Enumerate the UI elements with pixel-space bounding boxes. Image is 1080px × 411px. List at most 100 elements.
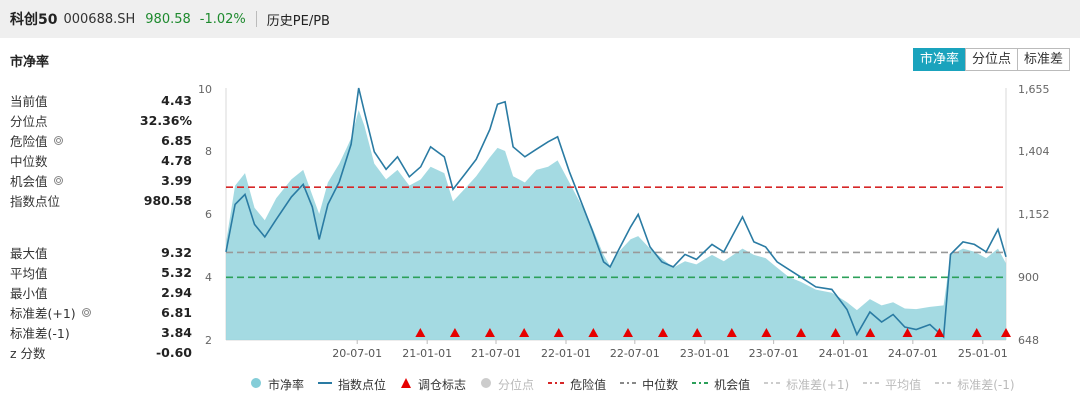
- stat-row: 中位数 4.78: [10, 150, 192, 170]
- legend-item[interactable]: 指数点位: [318, 376, 386, 393]
- left-axis-tick-label: 4: [205, 271, 212, 284]
- legend-item[interactable]: 市净率: [250, 376, 304, 393]
- stat-row: 机会值 3.99: [10, 170, 192, 190]
- legend-dot-icon: [250, 377, 262, 392]
- rebalance-marker: [449, 328, 460, 337]
- stat-label: z 分数: [10, 343, 46, 362]
- stat-label: 最大值: [10, 243, 48, 262]
- metric-title: 市净率: [10, 55, 50, 70]
- stat-label: 分位点: [10, 111, 48, 130]
- stat-label-text: 最大值: [10, 245, 48, 261]
- legend-label: 标准差(+1): [786, 377, 850, 392]
- x-axis-tick-label: 25-01-01: [958, 347, 1008, 360]
- index-name: 科创50: [10, 12, 58, 28]
- legend-label: 分位点: [498, 377, 535, 392]
- stat-row: 标准差(-1) 3.84: [10, 322, 192, 342]
- rebalance-marker: [726, 328, 737, 337]
- stat-label: 指数点位: [10, 191, 60, 210]
- rebalance-marker: [934, 328, 945, 337]
- x-axis-tick-label: 22-07-01: [610, 347, 660, 360]
- stat-value: 980.58: [143, 192, 192, 208]
- left-axis-tick-label: 2: [205, 334, 212, 347]
- stat-label-text: z 分数: [10, 345, 46, 361]
- right-axis-tick-label: 1,152: [1018, 208, 1050, 221]
- stat-value: 2.94: [161, 284, 192, 300]
- stat-label: 标准差(-1): [10, 323, 70, 342]
- legend-label: 平均值: [885, 377, 922, 392]
- legend-dash-icon: [863, 377, 880, 392]
- stat-label-text: 平均值: [10, 265, 48, 281]
- legend-dot-icon: [480, 377, 492, 392]
- stat-value: 9.32: [161, 244, 192, 260]
- view-tabs: 市净率 分位点 标准差: [913, 48, 1071, 71]
- stat-label: 当前值: [10, 91, 48, 110]
- stat-row: 标准差(+1) 6.81: [10, 302, 192, 322]
- stat-label-text: 中位数: [10, 153, 48, 169]
- legend-label: 标准差(-1): [957, 377, 1015, 392]
- rebalance-marker: [1001, 328, 1011, 337]
- right-axis-tick-label: 1,404: [1018, 145, 1050, 158]
- legend-triangle-icon: [400, 377, 412, 392]
- stat-label: 中位数: [10, 151, 48, 170]
- stat-row: 分位点 32.36%: [10, 110, 192, 130]
- stats-bottom: 最大值 9.32 平均值 5.32 最小值 2.94 标准差(+1) 6.81 标准差(-1) 3…: [10, 242, 192, 362]
- rebalance-marker: [761, 328, 772, 337]
- rebalance-marker: [484, 328, 495, 337]
- stat-row: 指数点位 980.58: [10, 190, 192, 210]
- x-axis-tick-label: 24-01-01: [819, 347, 869, 360]
- legend-item[interactable]: 调仓标志: [400, 376, 466, 393]
- rebalance-marker: [971, 328, 982, 337]
- stat-label-text: 最小值: [10, 285, 48, 301]
- stat-label-text: 标准差(-1): [10, 325, 70, 341]
- x-axis-tick-label: 21-07-01: [471, 347, 521, 360]
- x-axis-tick-label: 21-01-01: [402, 347, 452, 360]
- legend-dash-icon: [692, 377, 709, 392]
- legend-item[interactable]: 标准差(-1): [935, 376, 1015, 393]
- legend-line-icon: [318, 377, 333, 392]
- legend-label: 调仓标志: [418, 377, 467, 392]
- stat-value: 32.36%: [139, 112, 192, 128]
- history-pe-pb-tab[interactable]: 历史PE/PB: [266, 13, 330, 29]
- left-axis-tick-label: 6: [205, 208, 212, 221]
- rebalance-marker: [519, 328, 530, 337]
- stat-value: 5.32: [161, 264, 192, 280]
- legend-item[interactable]: 中位数: [620, 376, 678, 393]
- legend-item[interactable]: 危险值: [548, 376, 606, 393]
- pb-area-series: [226, 110, 1006, 340]
- legend-item[interactable]: 分位点: [480, 376, 534, 393]
- legend-item[interactable]: 标准差(+1): [764, 376, 849, 393]
- header-divider: [255, 11, 257, 27]
- legend-dash-icon: [935, 377, 952, 392]
- legend-label: 机会值: [714, 377, 751, 392]
- index-change: -1.02%: [199, 11, 246, 27]
- x-axis-tick-label: 20-07-01: [332, 347, 382, 360]
- rebalance-marker: [830, 328, 841, 337]
- rebalance-marker: [796, 328, 807, 337]
- stat-label-text: 危险值: [10, 133, 48, 149]
- stat-label: 机会值: [10, 171, 63, 190]
- stat-value: 6.81: [161, 304, 192, 320]
- stat-label-text: 标准差(+1): [10, 305, 76, 321]
- legend-dash-icon: [620, 377, 637, 392]
- stat-label-text: 指数点位: [10, 193, 61, 209]
- stat-label: 危险值: [10, 131, 63, 150]
- legend-item[interactable]: 机会值: [692, 376, 750, 393]
- settings-gear-icon[interactable]: [53, 175, 63, 185]
- tab-0[interactable]: 市净率: [913, 48, 967, 71]
- x-axis-tick-label: 23-07-01: [749, 347, 799, 360]
- stat-row: z 分数 -0.60: [10, 342, 192, 362]
- rebalance-marker: [415, 328, 426, 337]
- chart-legend: 市净率 指数点位 调仓标志 分位点 危险值 中位数 机会值 标准差(+1) 平均值 标准差(-1): [250, 375, 1029, 393]
- legend-item[interactable]: 平均值: [863, 376, 921, 393]
- settings-gear-icon[interactable]: [81, 307, 91, 317]
- right-axis-tick-label: 1,655: [1018, 83, 1050, 96]
- stat-row: 最大值 9.32: [10, 242, 192, 262]
- rebalance-marker: [902, 328, 913, 337]
- stat-value: 4.43: [161, 92, 192, 108]
- settings-gear-icon[interactable]: [53, 135, 63, 145]
- left-axis-tick-label: 10: [198, 83, 212, 96]
- tab-2[interactable]: 标准差: [1017, 48, 1071, 71]
- stat-row: 最小值 2.94: [10, 282, 192, 302]
- stat-row: 平均值 5.32: [10, 262, 192, 282]
- stat-label: 平均值: [10, 263, 48, 282]
